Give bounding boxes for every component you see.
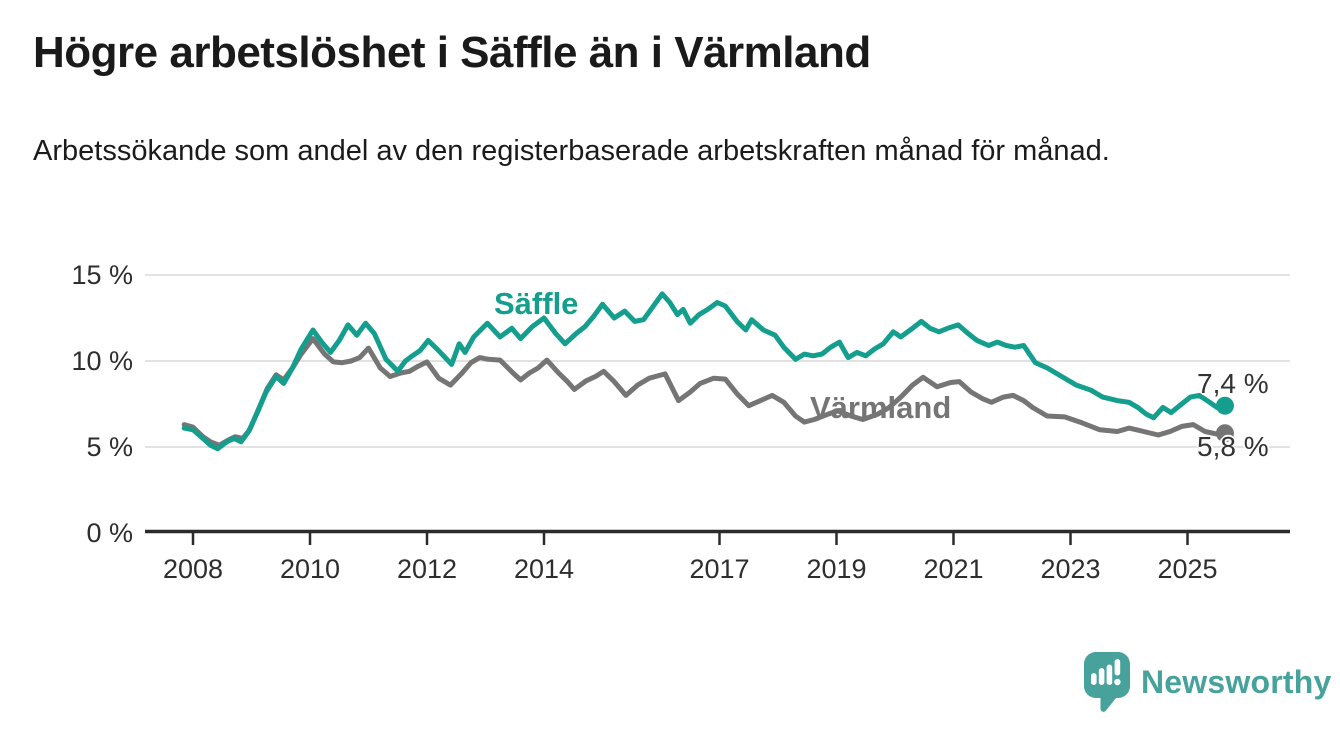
line-värmland — [181, 336, 1228, 448]
x-axis-tick-label: 2021 — [923, 554, 983, 584]
x-axis-tick-label: 2019 — [806, 554, 866, 584]
series-label-saffle: Säffle — [494, 286, 579, 321]
y-axis-tick-label: 5 % — [86, 432, 133, 462]
x-axis-tick-label: 2023 — [1040, 554, 1100, 584]
end-dot-värmland — [1215, 424, 1234, 443]
chart-subtitle: Arbetssökande som andel av den registerb… — [33, 135, 1110, 167]
page-title: Högre arbetslöshet i Säffle än i Värmlan… — [33, 28, 871, 77]
y-axis-tick-label: 0 % — [86, 518, 133, 548]
x-axis-tick-label: 2025 — [1157, 554, 1217, 584]
line-säffle — [181, 291, 1228, 452]
x-axis-tick-label: 2014 — [514, 554, 574, 584]
newsworthy-logo: Newsworthy — [1083, 651, 1331, 714]
y-axis-tick-label: 10 % — [71, 346, 133, 376]
newsworthy-logo-text: Newsworthy — [1141, 664, 1332, 700]
y-axis-tick-label: 15 % — [71, 260, 133, 290]
end-value-label-varmland: 5,8 % — [1197, 431, 1269, 462]
x-axis-tick-label: 2012 — [397, 554, 457, 584]
x-axis-tick-label: 2010 — [280, 554, 340, 584]
newsworthy-logo-icon — [1084, 652, 1130, 712]
x-axis-tick-label: 2017 — [689, 554, 749, 584]
end-value-label-saffle: 7,4 % — [1197, 368, 1269, 399]
end-dot-säffle — [1215, 396, 1234, 415]
series-label-varmland: Värmland — [810, 390, 952, 425]
x-axis-tick-label: 2008 — [163, 554, 223, 584]
